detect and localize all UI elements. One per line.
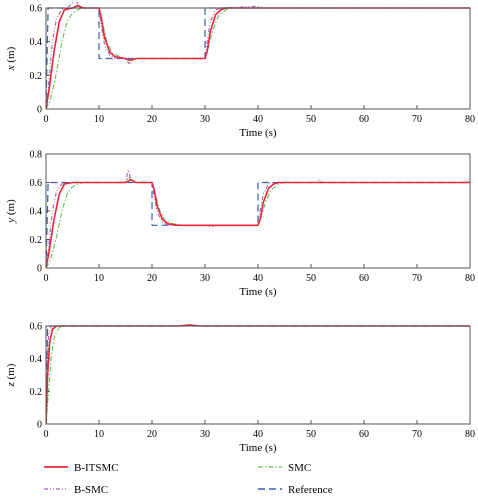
x-tick-label: 70 (412, 429, 422, 440)
panel-y: 0 10 20 30 40 50 60 70 80 0 0.2 0.4 0.6 0.8 Time (s) y … (5, 150, 475, 299)
series-line-smc (46, 325, 470, 424)
x-axis-label: Time (s) (239, 286, 277, 298)
y-tick-label: 0 (37, 264, 42, 275)
y-tick-label: 0 (37, 420, 42, 431)
plot-frame (45, 325, 471, 425)
y-tick-label: 0.4 (30, 354, 43, 365)
y-axis-label: x (m) (5, 46, 17, 71)
series-line-b-itsmc (46, 4, 470, 109)
series-line-reference (46, 7, 470, 109)
series-line-b-smc (46, 169, 470, 268)
y-tick-label: 0.6 (30, 178, 43, 189)
legend-item: B-SMC (44, 484, 108, 496)
series-line-reference (46, 181, 470, 268)
legend: B-ITSMC SMC B-SMC Reference (44, 462, 333, 496)
x-tick-label: 20 (147, 429, 157, 440)
x-tick-label: 40 (253, 429, 263, 440)
panel-z: 0 10 20 30 40 50 60 70 80 0 0.2 0.4 0.6 Time (s) z (m) (5, 322, 475, 455)
x-tick-label: 60 (359, 273, 369, 284)
y-tick-label: 0.2 (30, 71, 43, 82)
x-tick-label: 10 (94, 114, 104, 125)
x-tick-label: 0 (44, 114, 49, 125)
legend-label: Reference (288, 484, 333, 496)
y-tick-label: 0.8 (30, 150, 43, 161)
x-tick-label: 40 (253, 114, 263, 125)
x-tick-label: 70 (412, 273, 422, 284)
x-tick-label: 80 (465, 114, 475, 125)
x-tick-label: 10 (94, 273, 104, 284)
x-tick-label: 80 (465, 273, 475, 284)
legend-item: B-ITSMC (44, 462, 119, 474)
series-line-b-smc (46, 2, 470, 109)
y-tick-label: 0.2 (30, 235, 43, 246)
y-axis-label: z (m) (5, 363, 17, 387)
y-tick-label: 0 (37, 105, 42, 116)
legend-label: B-SMC (74, 484, 108, 496)
x-tick-label: 0 (44, 273, 49, 284)
y-tick-label: 0.6 (30, 322, 43, 333)
x-tick-label: 30 (200, 429, 210, 440)
x-tick-label: 50 (306, 429, 316, 440)
panel-x: 0 10 20 30 40 50 60 70 80 0 0.2 0.4 0.6 Time (s) x (m) (5, 2, 475, 139)
y-tick-label: 0.4 (30, 37, 43, 48)
x-tick-label: 60 (359, 114, 369, 125)
series-line-b-itsmc (46, 324, 470, 424)
x-axis-label: Time (s) (239, 127, 277, 139)
y-axis-label: y (m) (5, 199, 17, 224)
y-tick-label: 0.6 (30, 4, 43, 15)
legend-label: SMC (288, 462, 311, 474)
x-tick-label: 10 (94, 429, 104, 440)
x-tick-label: 30 (200, 273, 210, 284)
y-tick-label: 0.2 (30, 387, 43, 398)
x-axis-label: Time (s) (239, 442, 277, 454)
x-tick-label: 40 (253, 273, 263, 284)
x-tick-label: 0 (44, 429, 49, 440)
x-tick-label: 80 (465, 429, 475, 440)
legend-label: B-ITSMC (74, 462, 119, 474)
x-tick-label: 60 (359, 429, 369, 440)
series-line-b-itsmc (46, 178, 470, 268)
x-tick-label: 30 (200, 114, 210, 125)
y-tick-label: 0.4 (30, 207, 43, 218)
legend-item: Reference (258, 484, 333, 496)
x-tick-label: 50 (306, 273, 316, 284)
x-tick-label: 20 (147, 273, 157, 284)
legend-item: SMC (258, 462, 311, 474)
series-line-b-smc (46, 325, 470, 424)
x-tick-label: 20 (147, 114, 157, 125)
x-tick-label: 70 (412, 114, 422, 125)
x-tick-label: 50 (306, 114, 316, 125)
series-line-reference (46, 325, 470, 424)
